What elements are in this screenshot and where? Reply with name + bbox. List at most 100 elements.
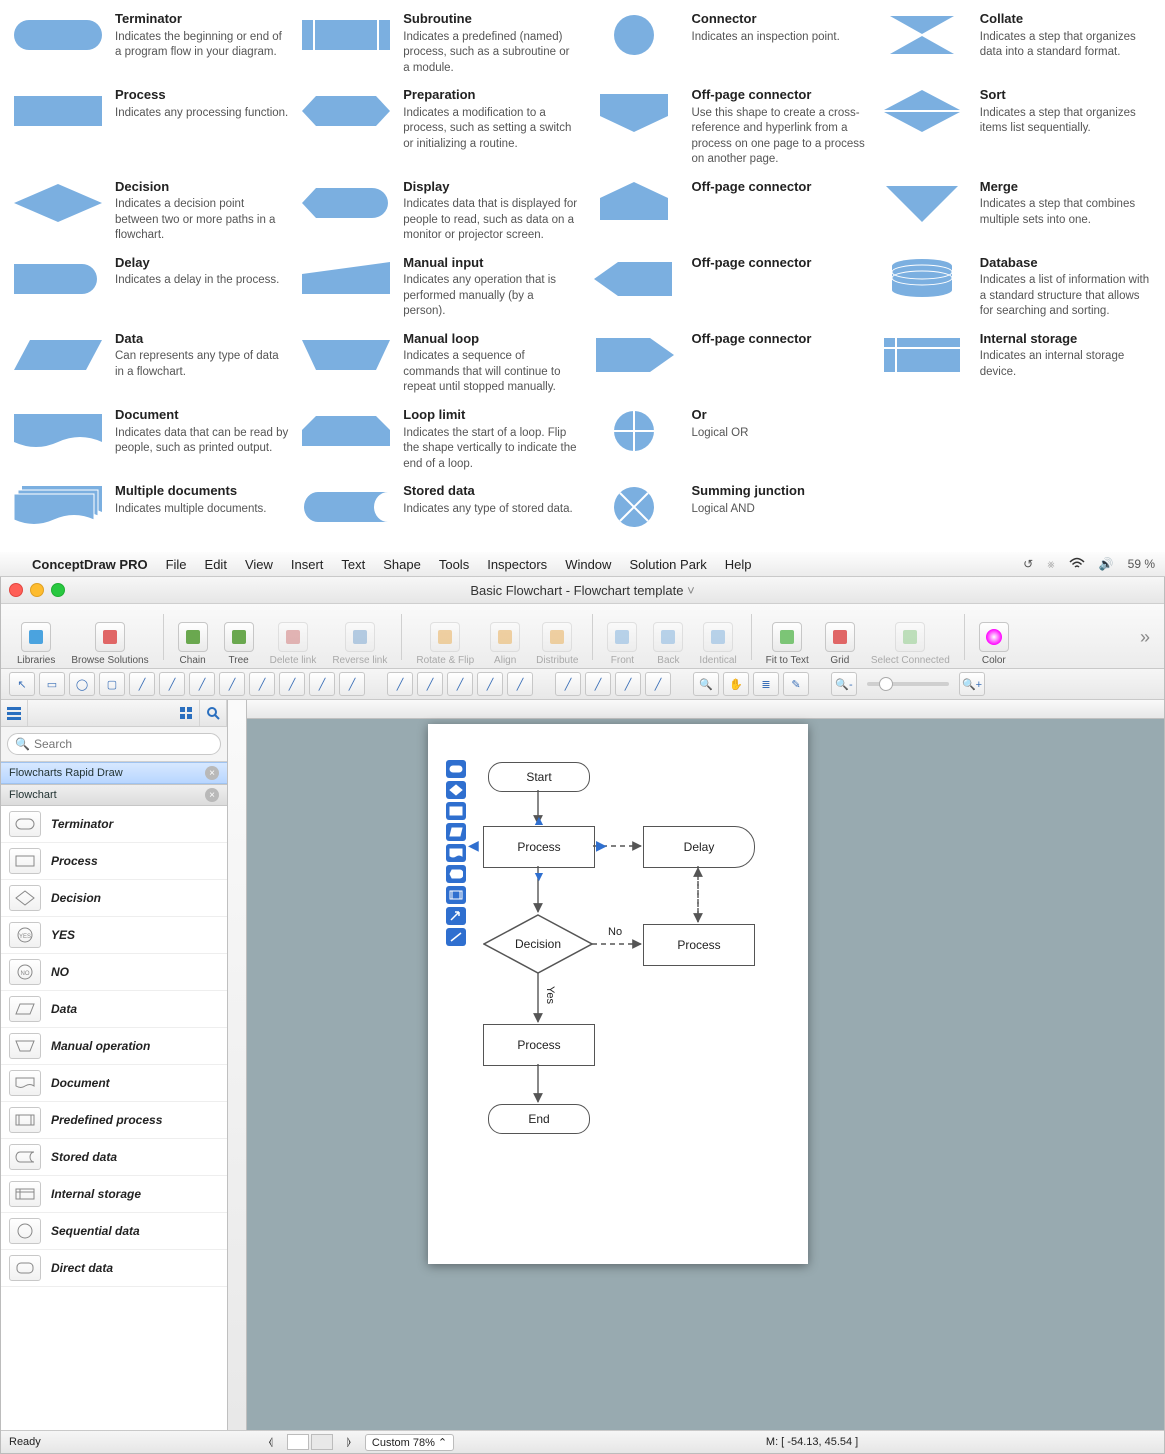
tool-snap4[interactable]: ╱ — [645, 672, 671, 696]
shape-data[interactable]: Data — [1, 991, 227, 1028]
rd-decision-icon[interactable] — [446, 781, 466, 799]
handle-down-icon[interactable]: ▼ — [532, 868, 546, 884]
ribbon-fittotext[interactable]: Fit to Text — [766, 622, 809, 666]
rd-display-icon[interactable] — [446, 865, 466, 883]
menu-inspectors[interactable]: Inspectors — [487, 557, 547, 572]
shape-internalstorage[interactable]: Internal storage — [1, 1176, 227, 1213]
node-process-2[interactable]: Process — [643, 924, 755, 966]
menu-edit[interactable]: Edit — [205, 557, 227, 572]
tool-rect[interactable]: ▭ — [39, 672, 65, 696]
tool-conn6[interactable]: ╱ — [339, 672, 365, 696]
bluetooth-icon[interactable]: ⨳ — [1047, 557, 1054, 572]
shape-yes[interactable]: YESYES — [1, 917, 227, 954]
rd-process-icon[interactable] — [446, 802, 466, 820]
tool-snap1[interactable]: ╱ — [555, 672, 581, 696]
tool-conn3[interactable]: ╱ — [249, 672, 275, 696]
node-delay[interactable]: Delay — [643, 826, 755, 868]
menu-insert[interactable]: Insert — [291, 557, 324, 572]
page-nav-next[interactable]: ⦊ — [347, 1436, 351, 1449]
node-process-3[interactable]: Process — [483, 1024, 595, 1066]
shape-document[interactable]: Document — [1, 1065, 227, 1102]
tool-snap2[interactable]: ╱ — [585, 672, 611, 696]
tool-line2[interactable]: ╱ — [417, 672, 443, 696]
menu-file[interactable]: File — [166, 557, 187, 572]
tool-ellipse[interactable]: ◯ — [69, 672, 95, 696]
menu-window[interactable]: Window — [565, 557, 611, 572]
page-tabs[interactable] — [287, 1434, 333, 1450]
rd-arrow-icon[interactable] — [446, 907, 466, 925]
zoom-level[interactable]: Custom 78% ⌃ — [365, 1434, 454, 1451]
shape-decision[interactable]: Decision — [1, 880, 227, 917]
shape-storeddata[interactable]: Stored data — [1, 1139, 227, 1176]
menu-tools[interactable]: Tools — [439, 557, 469, 572]
rd-subroutine-icon[interactable] — [446, 886, 466, 904]
timemachine-icon[interactable]: ↺ — [1023, 557, 1033, 571]
tool-stack[interactable]: ≣ — [753, 672, 779, 696]
tool-line3[interactable]: ╱ — [447, 672, 473, 696]
rd-data-icon[interactable] — [446, 823, 466, 841]
tool-line1[interactable]: ╱ — [387, 672, 413, 696]
rd-document-icon[interactable] — [446, 844, 466, 862]
ribbon-libraries[interactable]: Libraries — [17, 622, 55, 666]
ribbon-tree[interactable]: Tree — [224, 622, 254, 666]
shape-list[interactable]: TerminatorProcessDecisionYESYESNONODataM… — [1, 806, 227, 1430]
tool-zoom-in-tool[interactable]: 🔍 — [693, 672, 719, 696]
node-start[interactable]: Start — [488, 762, 590, 792]
tool-eyedrop[interactable]: ✎ — [783, 672, 809, 696]
tool-zoom-out[interactable]: 🔍- — [831, 672, 857, 696]
rapid-draw-palette[interactable] — [446, 760, 466, 946]
wifi-icon[interactable] — [1069, 557, 1085, 572]
section-close-icon[interactable]: × — [205, 766, 219, 780]
tool-line4[interactable]: ╱ — [477, 672, 503, 696]
sidebar-toggle-button[interactable] — [1, 700, 28, 726]
menu-solution-park[interactable]: Solution Park — [629, 557, 706, 572]
page-nav-prev[interactable]: ⦉ — [269, 1436, 273, 1449]
canvas[interactable]: Start Process Delay Decision Process Pro… — [228, 700, 1164, 1430]
tool-line5[interactable]: ╱ — [507, 672, 533, 696]
shape-directdata[interactable]: Direct data — [1, 1250, 227, 1287]
section-flowchart[interactable]: Flowchart× — [1, 784, 227, 806]
rd-line-icon[interactable] — [446, 928, 466, 946]
ribbon-browse[interactable]: Browse Solutions — [71, 622, 148, 666]
ribbon-grid[interactable]: Grid — [825, 622, 855, 666]
tool-conn1[interactable]: ╱ — [189, 672, 215, 696]
shape-process[interactable]: Process — [1, 843, 227, 880]
menu-help[interactable]: Help — [725, 557, 752, 572]
section-flowcharts-rapid-draw[interactable]: Flowcharts Rapid Draw× — [1, 762, 227, 784]
handle-left-icon[interactable]: ◀ — [468, 837, 479, 854]
page[interactable]: Start Process Delay Decision Process Pro… — [428, 724, 808, 1264]
handle-up-icon[interactable]: ▲ — [532, 812, 546, 828]
tool-snap3[interactable]: ╱ — [615, 672, 641, 696]
node-decision[interactable]: Decision — [483, 914, 593, 974]
tool-hand[interactable]: ✋ — [723, 672, 749, 696]
sidebar-search-input[interactable] — [7, 733, 221, 755]
tool-curve-r[interactable]: ╱ — [159, 672, 185, 696]
tool-conn4[interactable]: ╱ — [279, 672, 305, 696]
handle-right-icon[interactable]: ▶ — [596, 837, 607, 854]
volume-icon[interactable]: 🔊 — [1099, 557, 1114, 571]
tool-text[interactable]: ▢ — [99, 672, 125, 696]
shape-predef[interactable]: Predefined process — [1, 1102, 227, 1139]
sidebar-grid-view-button[interactable] — [173, 700, 200, 726]
node-process-1[interactable]: Process — [483, 826, 595, 868]
tool-pointer[interactable]: ↖ — [9, 672, 35, 696]
menu-text[interactable]: Text — [341, 557, 365, 572]
ribbon-chain[interactable]: Chain — [178, 622, 208, 666]
ribbon-color[interactable]: Color — [979, 622, 1009, 666]
shape-seqdata[interactable]: Sequential data — [1, 1213, 227, 1250]
sidebar-search-button[interactable] — [200, 700, 227, 726]
tool-zoom-in[interactable]: 🔍+ — [959, 672, 985, 696]
tool-conn5[interactable]: ╱ — [309, 672, 335, 696]
app-name[interactable]: ConceptDraw PRO — [32, 557, 148, 572]
tool-curve-l[interactable]: ╱ — [129, 672, 155, 696]
ribbon-more-button[interactable]: » — [1134, 627, 1156, 648]
menu-shape[interactable]: Shape — [383, 557, 421, 572]
menu-view[interactable]: View — [245, 557, 273, 572]
shape-no[interactable]: NONO — [1, 954, 227, 991]
shape-manualop[interactable]: Manual operation — [1, 1028, 227, 1065]
node-end[interactable]: End — [488, 1104, 590, 1134]
tool-conn2[interactable]: ╱ — [219, 672, 245, 696]
section-close-icon[interactable]: × — [205, 788, 219, 802]
rd-terminator-icon[interactable] — [446, 760, 466, 778]
zoom-slider[interactable] — [867, 682, 949, 686]
